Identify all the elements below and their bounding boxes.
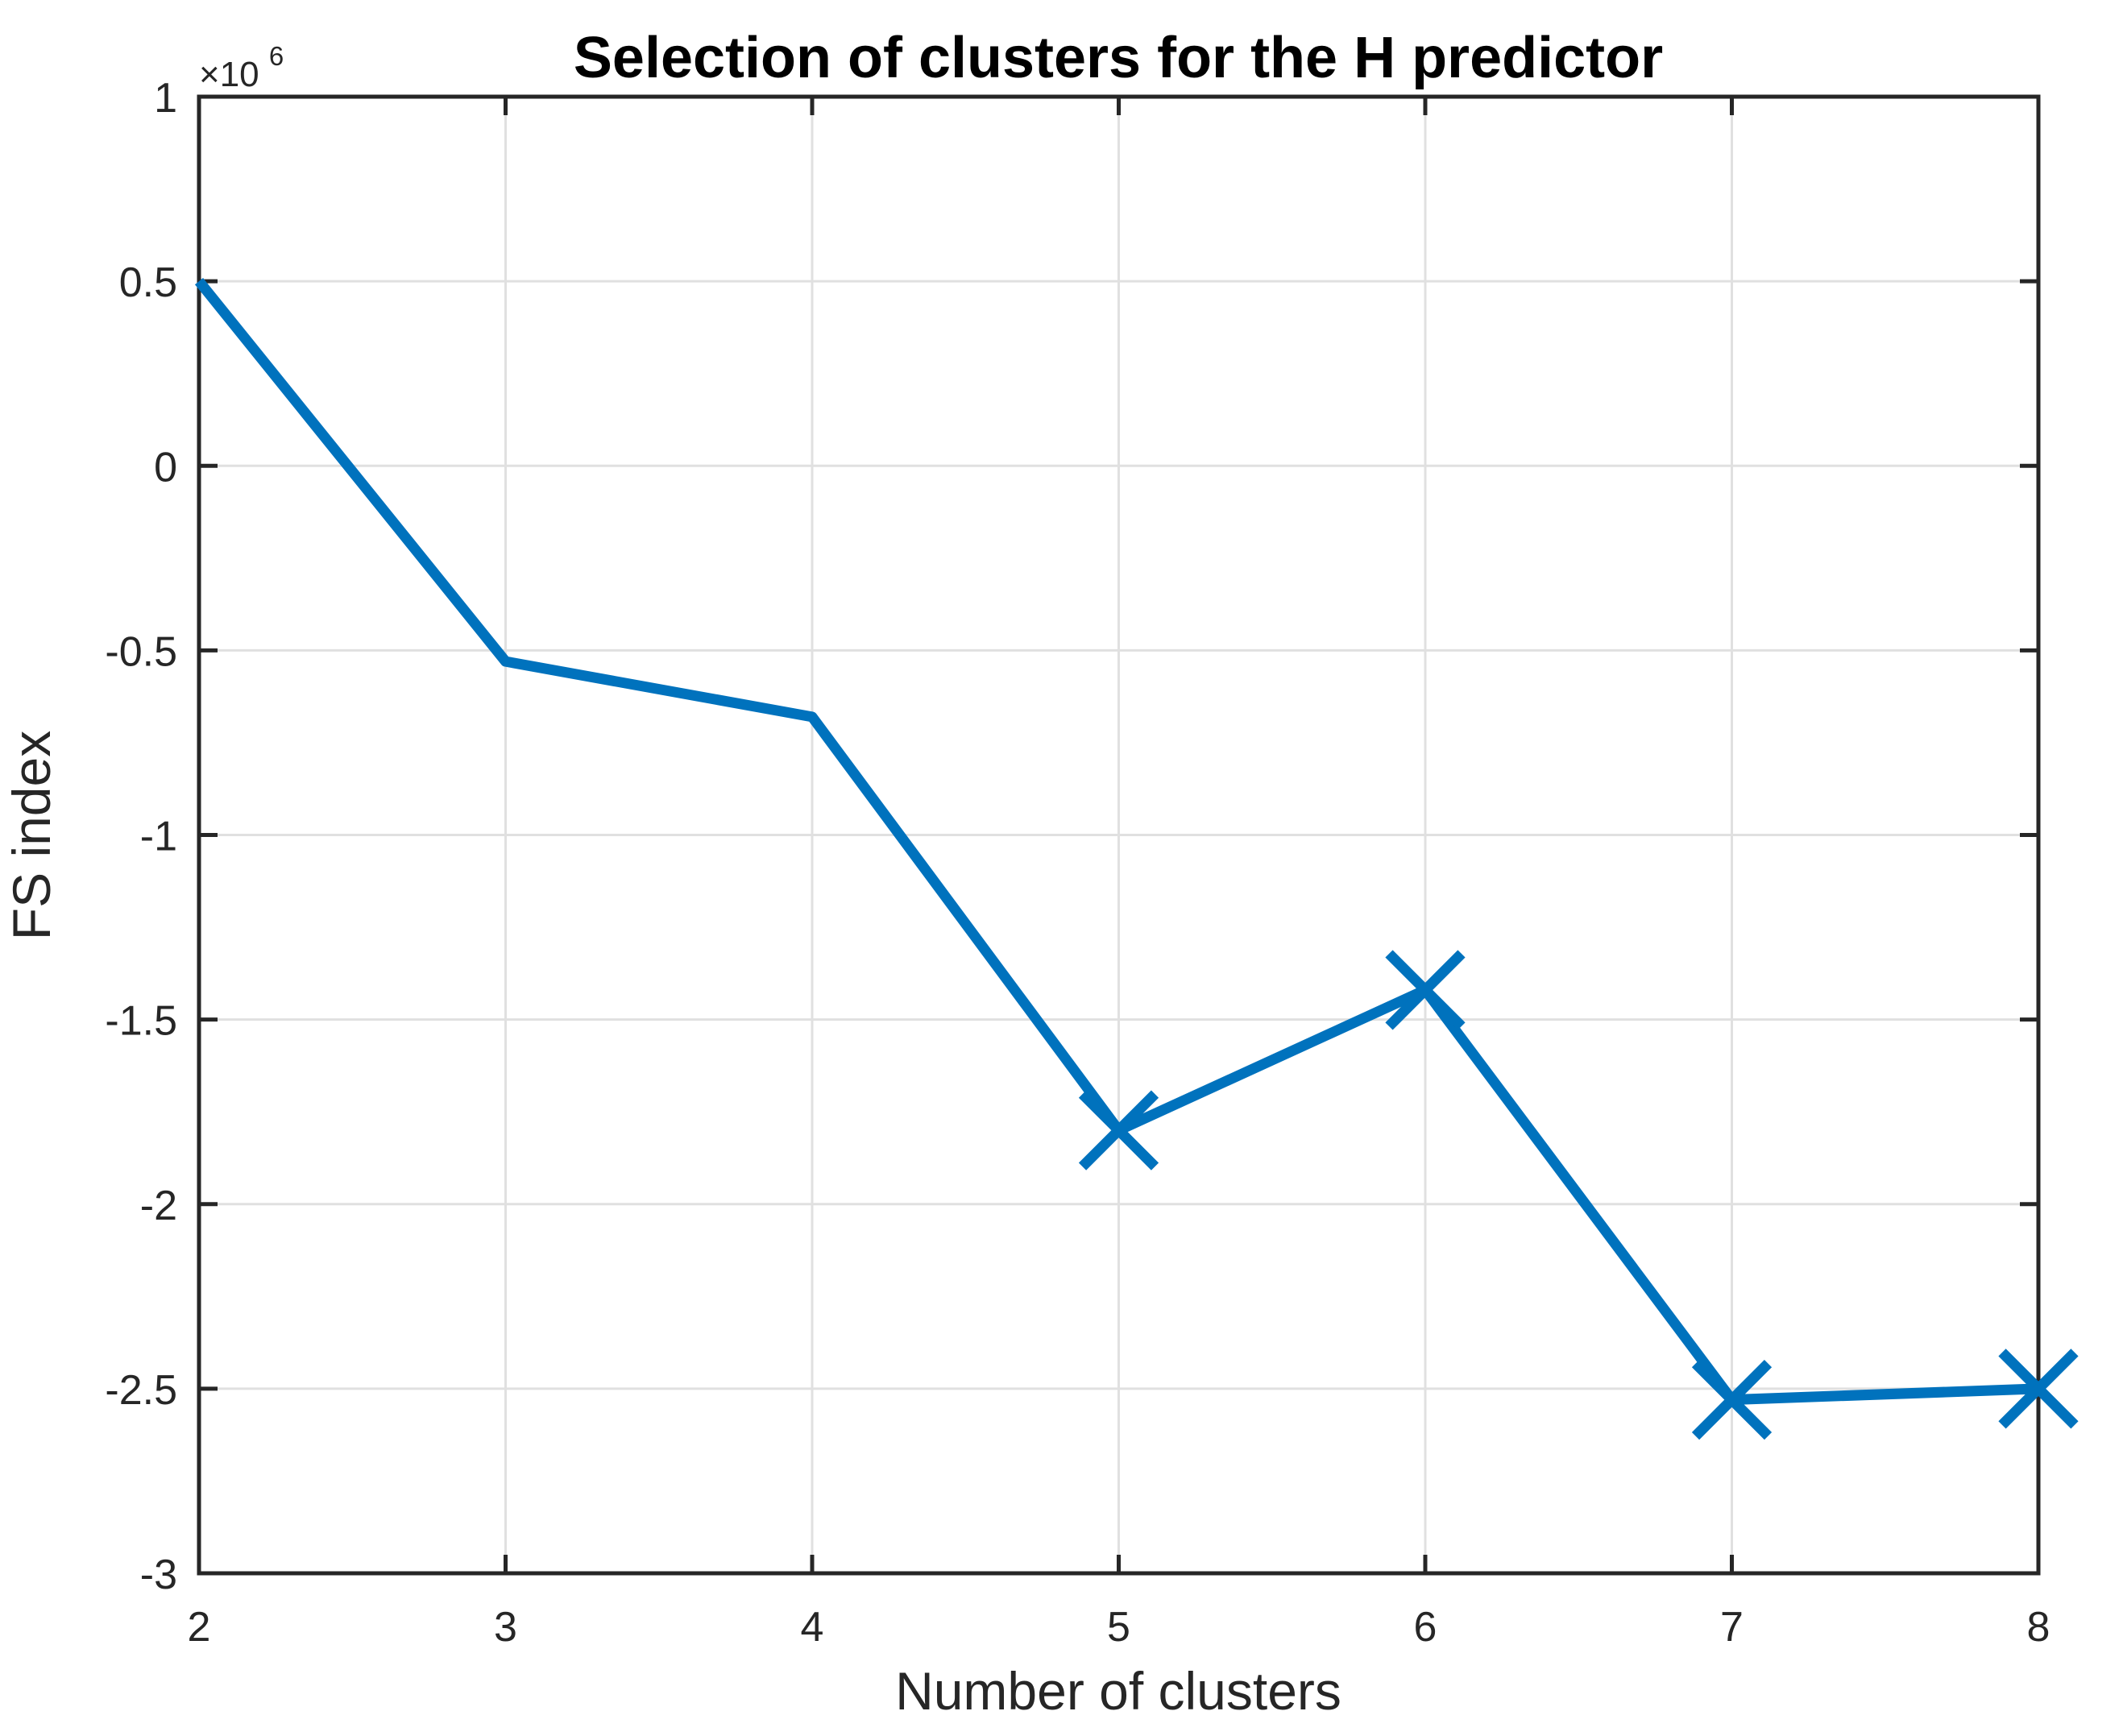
x-tick-label: 8: [2027, 1604, 2050, 1651]
exponent-base-text: ×10: [199, 55, 259, 94]
y-tick-labels: 1 0.5 0 -0.5 -1 -1.5 -2 -2.5 -3: [105, 75, 177, 1598]
x-tick-label: 6: [1414, 1604, 1437, 1651]
x-marker: [1078, 1090, 1159, 1170]
x-marker: [1998, 1349, 2079, 1429]
y-tick-label: -1: [140, 814, 177, 860]
x-tick-label: 2: [188, 1604, 211, 1651]
x-tick-label: 5: [1107, 1604, 1130, 1651]
y-axis-exponent: ×10 6: [199, 41, 284, 94]
x-axis-label: Number of clusters: [895, 1661, 1341, 1721]
exponent-power-text: 6: [269, 41, 284, 71]
y-tick-label: -2: [140, 1183, 177, 1229]
x-marker: [1385, 950, 1466, 1030]
x-tick-label: 4: [801, 1604, 824, 1651]
chart-title: Selection of clusters for the H predicto…: [574, 26, 1663, 90]
data-markers: [1078, 950, 2079, 1440]
x-marker: [1691, 1360, 1773, 1440]
plot-box: [197, 94, 2041, 1576]
y-tick-label: 1: [154, 75, 177, 122]
x-tick-label: 7: [1720, 1604, 1744, 1651]
y-tick-label: -0.5: [105, 628, 177, 675]
y-tick-label: -2.5: [105, 1367, 177, 1414]
y-tick-label: -1.5: [105, 998, 177, 1045]
grid-lines: [199, 97, 2038, 1573]
x-tick-label: 3: [494, 1604, 517, 1651]
x-tick-labels: 2 3 4 5 6 7 8: [188, 1604, 2050, 1651]
y-axis-label: FS index: [2, 731, 61, 940]
y-tick-label: 0: [154, 444, 177, 491]
y-tick-label: 0.5: [119, 259, 177, 306]
y-tick-label: -3: [140, 1552, 177, 1598]
